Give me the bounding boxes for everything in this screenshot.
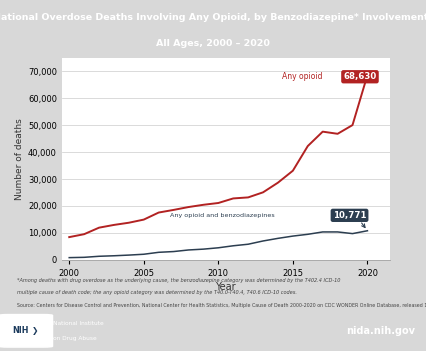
Text: 10,771: 10,771 [333, 211, 366, 220]
Text: National Institute: National Institute [53, 321, 104, 326]
Text: on Drug Abuse: on Drug Abuse [53, 336, 97, 340]
Y-axis label: Number of deaths: Number of deaths [15, 118, 24, 200]
Text: multiple cause of death code; the any opioid category was determined by the T40.: multiple cause of death code; the any op… [17, 290, 297, 294]
Text: All Ages, 2000 – 2020: All Ages, 2000 – 2020 [156, 39, 270, 48]
X-axis label: Year: Year [216, 282, 236, 292]
Text: National Overdose Deaths Involving Any Opioid, by Benzodiazepine* Involvement,: National Overdose Deaths Involving Any O… [0, 13, 426, 22]
Text: ❯: ❯ [32, 326, 38, 335]
Text: nida.nih.gov: nida.nih.gov [346, 326, 415, 336]
Text: Source: Centers for Disease Control and Prevention, National Center for Health S: Source: Centers for Disease Control and … [17, 303, 426, 309]
Text: NIH: NIH [12, 326, 29, 335]
Text: Any opioid and benzodiazepines: Any opioid and benzodiazepines [170, 213, 275, 218]
Text: *Among deaths with drug overdose as the underlying cause, the benzodiazepine cat: *Among deaths with drug overdose as the … [17, 278, 340, 283]
FancyBboxPatch shape [0, 314, 52, 347]
Text: 68,630: 68,630 [343, 72, 377, 81]
Text: Any opioid: Any opioid [282, 72, 322, 81]
